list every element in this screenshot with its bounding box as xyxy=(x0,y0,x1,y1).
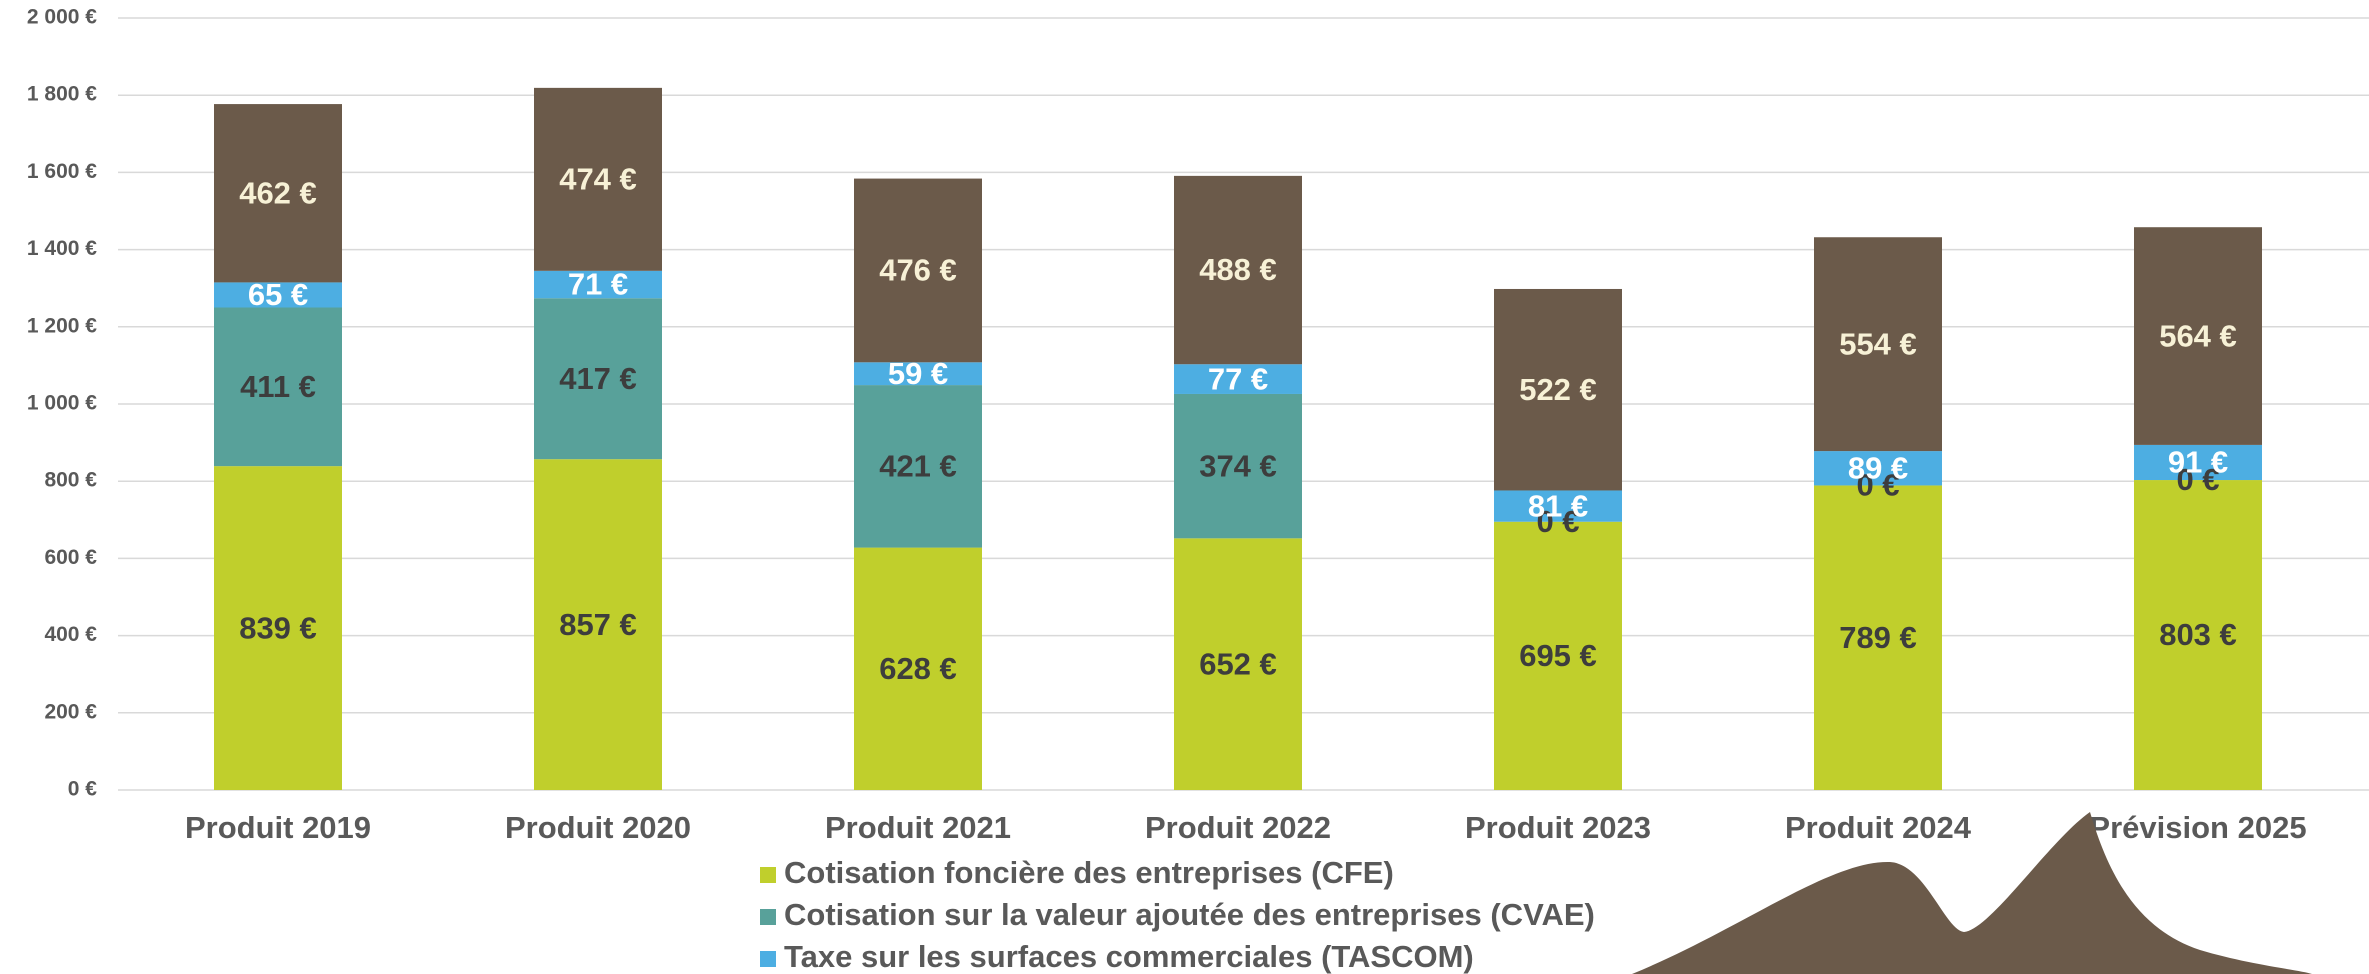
y-tick-label: 800 € xyxy=(44,469,97,492)
y-tick-label: 400 € xyxy=(44,623,97,646)
data-label: 0 € xyxy=(1856,468,1899,503)
data-label: 59 € xyxy=(888,356,948,391)
data-label: 695 € xyxy=(1519,638,1597,673)
data-label: 628 € xyxy=(879,651,957,686)
bar-segment xyxy=(214,466,342,790)
data-label: 522 € xyxy=(1519,372,1597,407)
bar-segment xyxy=(1494,521,1622,790)
legend-label: Cotisation foncière des entreprises (CFE… xyxy=(784,855,1394,890)
x-tick-label: Produit 2021 xyxy=(825,810,1011,845)
y-tick-label: 1 400 € xyxy=(27,237,97,260)
bar-segment xyxy=(214,104,342,283)
data-label: 839 € xyxy=(239,610,317,645)
x-tick-label: Produit 2020 xyxy=(505,810,691,845)
y-tick-label: 1 200 € xyxy=(27,314,97,337)
bar-segment xyxy=(2134,444,2262,481)
y-tick-label: 200 € xyxy=(44,700,97,723)
bar-segment xyxy=(534,298,662,460)
x-tick-label: Produit 2019 xyxy=(185,810,371,845)
data-label: 71 € xyxy=(568,267,628,302)
bar-segment xyxy=(854,178,982,363)
data-label: 77 € xyxy=(1208,361,1268,396)
bar-segment xyxy=(1494,490,1622,522)
legend-swatch xyxy=(760,867,776,883)
data-label: 374 € xyxy=(1199,448,1277,483)
x-tick-label: Produit 2022 xyxy=(1145,810,1331,845)
bar-segment xyxy=(2134,480,2262,790)
data-label: 462 € xyxy=(239,175,317,210)
data-label: 89 € xyxy=(1848,450,1908,485)
decoration xyxy=(1632,812,2312,974)
bar-segment xyxy=(1174,538,1302,790)
bar-segment xyxy=(1174,175,1302,365)
data-label: 474 € xyxy=(559,162,637,197)
data-label: 476 € xyxy=(879,253,957,288)
data-label: 81 € xyxy=(1528,488,1588,523)
legend-swatch xyxy=(760,951,776,967)
data-label: 65 € xyxy=(248,277,308,312)
bar-segment xyxy=(214,307,342,467)
bar-segment xyxy=(534,87,662,271)
bar-segment xyxy=(214,282,342,308)
bar-segment xyxy=(534,270,662,299)
data-label: 652 € xyxy=(1199,646,1277,681)
data-label: 789 € xyxy=(1839,620,1917,655)
bar-segment xyxy=(2134,227,2262,445)
y-tick-label: 1 600 € xyxy=(27,160,97,183)
bar-segment xyxy=(854,547,982,790)
legend-label: Cotisation sur la valeur ajoutée des ent… xyxy=(784,897,1595,932)
data-label: 488 € xyxy=(1199,252,1277,287)
y-tick-label: 2 000 € xyxy=(27,6,97,29)
data-label: 564 € xyxy=(2159,318,2237,353)
y-tick-label: 600 € xyxy=(44,546,97,569)
data-label: 0 € xyxy=(2176,462,2219,497)
data-label: 0 € xyxy=(1536,504,1579,539)
bar-segment xyxy=(1174,393,1302,539)
data-label: 411 € xyxy=(240,369,316,404)
x-tick-label: Prévision 2025 xyxy=(2089,810,2306,845)
bar-segment xyxy=(1494,288,1622,491)
data-label: 91 € xyxy=(2168,445,2228,480)
legend-swatch xyxy=(760,909,776,925)
y-tick-label: 1 000 € xyxy=(27,392,97,415)
bar-segment xyxy=(1814,237,1942,452)
data-label: 803 € xyxy=(2159,617,2237,652)
bar-segment xyxy=(1814,451,1942,486)
x-tick-label: Produit 2023 xyxy=(1465,810,1651,845)
y-tick-label: 1 800 € xyxy=(27,83,97,106)
data-label: 417 € xyxy=(559,361,637,396)
bar-segment xyxy=(1814,485,1942,790)
x-tick-label: Produit 2024 xyxy=(1785,810,1972,845)
bar-segment xyxy=(1174,364,1302,394)
data-label: 554 € xyxy=(1839,326,1917,361)
bar-segment xyxy=(854,385,982,548)
data-label: 857 € xyxy=(559,607,637,642)
y-tick-label: 0 € xyxy=(68,778,98,801)
bar-segment xyxy=(534,459,662,790)
legend-label: Taxe sur les surfaces commerciales (TASC… xyxy=(784,939,1474,974)
bar-segment xyxy=(854,362,982,386)
data-label: 421 € xyxy=(879,449,957,484)
